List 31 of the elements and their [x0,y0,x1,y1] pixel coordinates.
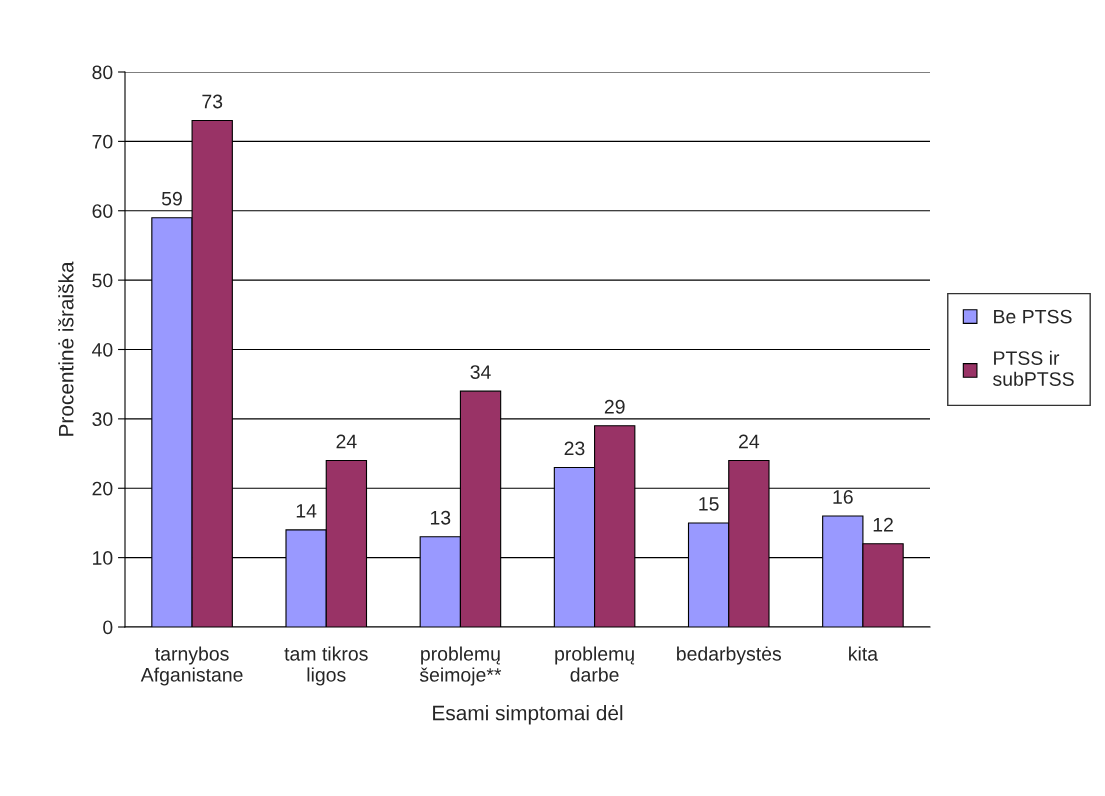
data-label: 23 [564,441,585,456]
y-tick-label: 50 [92,273,113,288]
y-axis-title: Procentinė išraiška [58,261,74,436]
data-label: 73 [202,94,223,109]
y-tick-label: 30 [92,412,113,427]
y-tick-label: 60 [92,204,113,218]
y-tick-label: 80 [92,65,113,80]
y-tick-label: 0 [103,620,113,635]
y-tick-label: 10 [93,551,113,565]
legend-label: Be PTSS [994,309,1072,324]
y-tick-label: 20 [92,481,113,496]
y-tick-label: 70 [92,134,113,149]
x-tick-label: problemų darbe [555,646,635,682]
data-label: 24 [739,434,760,449]
x-tick-label: problemų šeimoje** [419,646,502,686]
data-label: 59 [161,191,182,206]
x-axis-title: Esami simptomai dėl [433,705,623,725]
x-tick-label: tam tikros ligos [284,646,368,686]
x-tick-label: kita [849,646,879,661]
data-label: 12 [873,517,893,532]
data-label: 29 [604,399,625,414]
data-label: 34 [470,365,491,379]
data-label: 13 [430,510,451,525]
legend-label: PTSS ir subPTSS [993,350,1074,386]
data-label: 16 [833,490,853,504]
x-tick-label: bedarbystės [677,646,782,665]
data-label: 14 [296,504,317,518]
data-label: 24 [336,434,357,449]
data-label: 15 [699,497,719,511]
x-tick-label: tarnybos Afganistane [140,646,243,686]
y-tick-label: 40 [92,342,113,357]
